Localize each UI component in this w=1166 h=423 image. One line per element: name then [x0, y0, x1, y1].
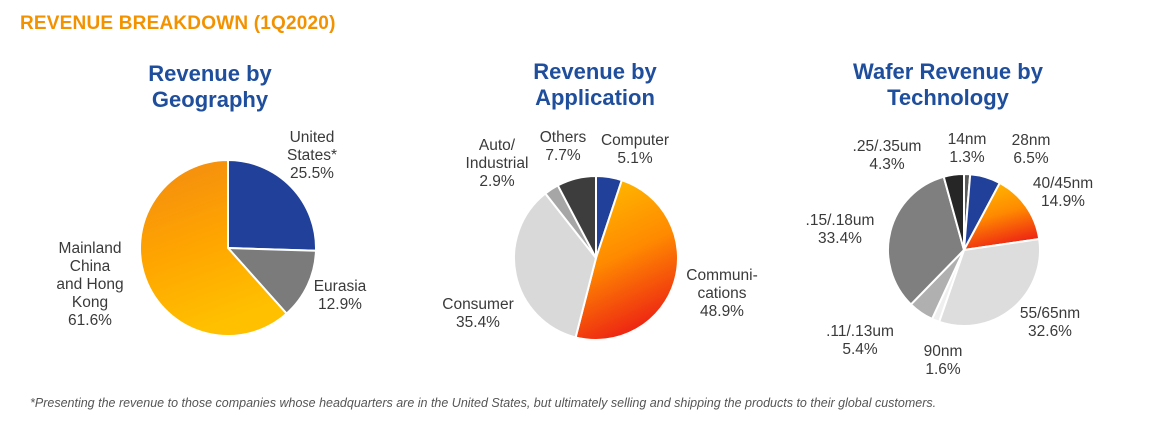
slice-label-40-45nm: 40/45nm 14.9% — [1032, 175, 1094, 210]
slice-label-united-states: United States* 25.5% — [287, 129, 337, 182]
pie-chart-geography — [139, 158, 317, 337]
pie-slice-2-3 — [937, 237, 1041, 327]
slice-label-14nm: 14nm 1.3% — [947, 131, 987, 166]
slice-label-others: Others 7.7% — [539, 129, 587, 164]
slice-label-25-35um: .25/.35um 4.3% — [852, 138, 922, 173]
pie-slice-2-6 — [887, 175, 966, 306]
pie-chart-application — [513, 174, 679, 341]
chart-title-application: Revenue by Application — [533, 59, 657, 110]
pie-slice-1-4 — [556, 174, 597, 259]
pie-slice-2-2 — [962, 181, 1041, 252]
pie-slice-2-7 — [942, 172, 965, 251]
pie-slice-1-2 — [513, 192, 598, 339]
slice-label-mainland-china: Mainland China and Hong Kong 61.6% — [56, 240, 124, 329]
chart-title-technology: Wafer Revenue by Technology — [853, 59, 1043, 110]
footnote: *Presenting the revenue to those compani… — [30, 396, 937, 410]
slice-label-90nm: 90nm 1.6% — [923, 343, 963, 378]
slice-label-11-13um: .11/.13um 5.4% — [826, 323, 894, 358]
pie-slice-0-0 — [227, 158, 317, 252]
slice-label-15-18um: .15/.18um 33.4% — [805, 212, 875, 247]
slice-label-auto-industrial: Auto/ Industrial 2.9% — [465, 137, 529, 190]
pie-slice-0-1 — [225, 246, 317, 316]
slice-label-computer: Computer 5.1% — [600, 132, 670, 167]
slice-label-eurasia: Eurasia 12.9% — [313, 278, 367, 313]
slice-label-28nm: 28nm 6.5% — [1011, 132, 1051, 167]
slice-label-communications: Communi- cations 48.9% — [686, 267, 758, 320]
page-title: REVENUE BREAKDOWN (1Q2020) — [20, 13, 336, 34]
slice-label-consumer: Consumer 35.4% — [442, 296, 514, 331]
chart-title-geography: Revenue by Geography — [148, 61, 272, 112]
slice-label-55-65nm: 55/65nm 32.6% — [1019, 305, 1081, 340]
pie-slice-0-2 — [139, 158, 289, 337]
pie-chart-technology — [887, 172, 1041, 327]
pie-slice-1-1 — [574, 178, 679, 341]
